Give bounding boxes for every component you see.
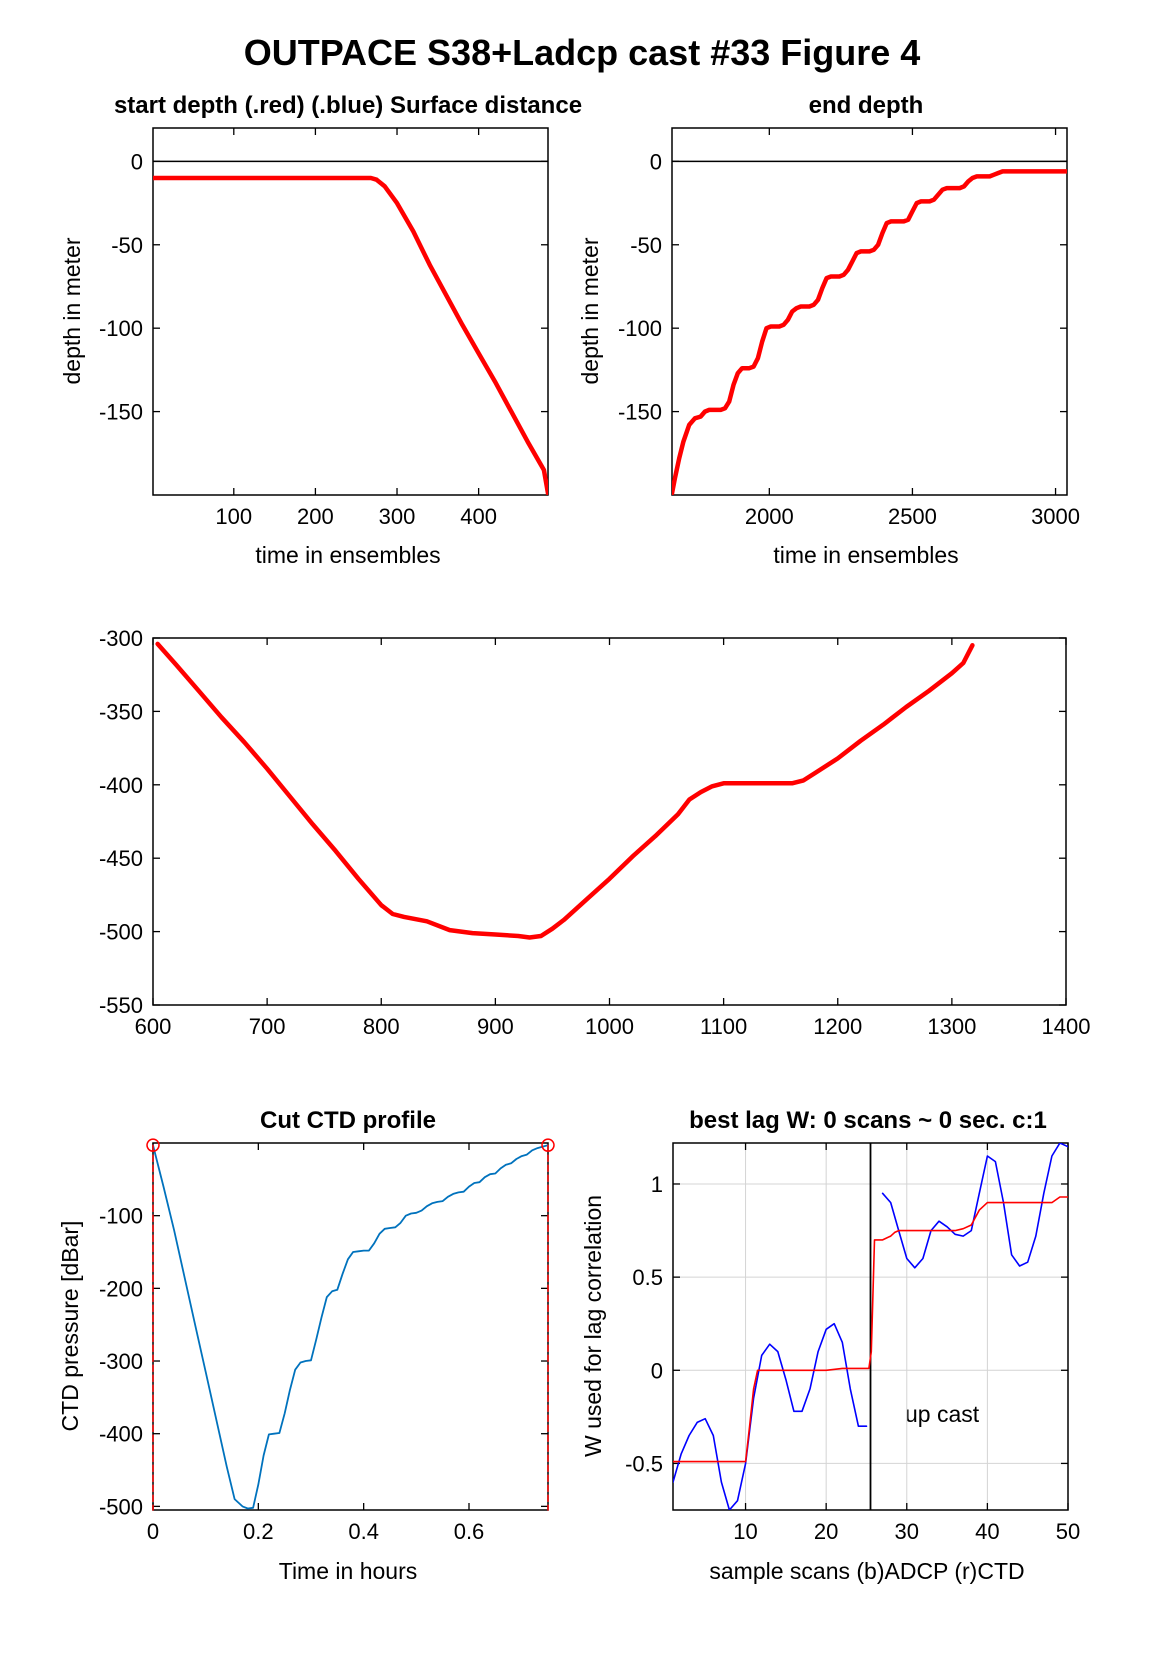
end-depth-title: end depth [809,92,924,119]
x-tick-label: 100 [215,504,252,529]
y-tick-label: -450 [99,846,143,871]
y-tick-label: -500 [99,1494,143,1519]
plot-area [673,1143,1068,1510]
x-tick-label: 1000 [585,1014,634,1039]
middle-panel: 600 700 800 900 1000 1100 1200 1300 1400 -300 -350… [99,626,1091,1039]
x-tick-label: 300 [379,504,416,529]
y-tick-label: 0 [131,149,143,174]
x-tick-label: 0.6 [454,1519,485,1544]
best-lag-xlabel: sample scans (b)ADCP (r)CTD [709,1558,1024,1584]
series-line-1 [673,1322,868,1510]
x-tick-label: 50 [1056,1519,1080,1544]
series-line-3 [673,1196,1068,1463]
series-line-1 [155,641,975,940]
start-depth-xlabel: time in ensembles [255,542,440,568]
x-tick-label: 0.4 [348,1519,379,1544]
x-tick-label: 800 [363,1014,400,1039]
end-depth-ylabel: depth in meter [577,237,603,384]
x-tick-label: 200 [297,504,334,529]
x-tick-label: 3000 [1031,504,1080,529]
plot-area [153,160,548,495]
y-tick-label: 1 [651,1172,663,1197]
y-tick-label: -500 [99,920,143,945]
plot-frame [152,1142,549,1511]
plot-area [155,641,975,940]
x-tick-label: 40 [975,1519,999,1544]
x-tick-label: 1300 [927,1014,976,1039]
start-depth-ylabel: depth in meter [59,237,85,384]
cut-ctd-xlabel: Time in hours [279,1558,417,1584]
y-tick-label: -300 [99,1349,143,1374]
series-line-1 [153,175,548,495]
y-tick-label: -200 [99,1276,143,1301]
y-tick-label: 0 [650,149,662,174]
x-tick-label: 400 [460,504,497,529]
y-tick-label: -100 [618,316,662,341]
cut-endpoint-marker [146,1138,160,1152]
y-tick-label: 0.5 [632,1265,663,1290]
start-depth-panel: 100 200 300 400 0 -50 -100 -150 [99,127,549,529]
x-tick-label: 30 [895,1519,919,1544]
best-lag-ylabel: W used for lag correlation [580,1195,606,1457]
y-tick-label: -0.5 [625,1451,663,1476]
x-tick-label: 20 [814,1519,838,1544]
series-line-1 [672,169,1067,495]
y-tick-label: -400 [99,773,143,798]
plot-frame [152,127,549,496]
y-tick-label: -550 [99,993,143,1018]
y-tick-label: -100 [99,1204,143,1229]
y-tick-label: -50 [111,233,143,258]
x-tick-label: 1100 [700,1014,747,1039]
series-line-1 [153,1144,548,1510]
y-tick-label: -50 [630,233,662,258]
plot-area [672,160,1067,495]
x-tick-label: 0 [147,1519,159,1544]
start-depth-title: start depth (.red) (.blue) Surface dista… [114,92,582,119]
cut-endpoint-marker [541,1138,555,1152]
x-tick-label: 10 [733,1519,757,1544]
y-tick-label: 0 [651,1358,663,1383]
y-tick-label: -150 [99,400,143,425]
up-cast-annotation: up cast [905,1401,980,1427]
y-tick-label: -100 [99,316,143,341]
end-depth-xlabel: time in ensembles [773,542,958,568]
figure-title: OUTPACE S38+Ladcp cast #33 Figure 4 [244,32,921,73]
series-line-2 [881,1143,1068,1269]
x-tick-label: 2500 [888,504,937,529]
y-tick-label: -350 [99,699,143,724]
y-tick-label: -400 [99,1422,143,1447]
best-lag-panel: 10 20 30 40 50 1 0.5 0 -0.5 [625,1142,1080,1544]
y-tick-label: -150 [618,400,662,425]
plot-area [153,1144,548,1510]
x-tick-label: 900 [477,1014,514,1039]
x-tick-label: 600 [135,1014,172,1039]
x-tick-label: 1400 [1042,1014,1091,1039]
end-depth-panel: 2000 2500 3000 0 -50 -100 -150 [618,127,1080,529]
x-tick-label: 2000 [745,504,794,529]
x-tick-label: 700 [249,1014,286,1039]
cut-ctd-title: Cut CTD profile [260,1107,436,1134]
cut-ctd-panel: 0 0.2 0.4 0.6 -100 -200 -300 -400 -500 [99,1138,555,1544]
plot-frame [671,127,1068,496]
best-lag-title: best lag W: 0 scans ~ 0 sec. c:1 [689,1107,1047,1134]
cut-ctd-ylabel: CTD pressure [dBar] [57,1221,83,1432]
x-tick-label: 0.2 [243,1519,274,1544]
x-tick-label: 1200 [813,1014,862,1039]
y-tick-label: -300 [99,626,143,651]
